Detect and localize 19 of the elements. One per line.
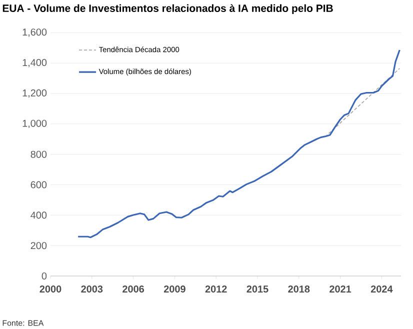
x-tick-label: 2021 bbox=[330, 286, 352, 293]
x-tick-label: 2018 bbox=[288, 286, 310, 293]
y-tick-label: 1,200 bbox=[22, 89, 47, 98]
x-tick-label: 2015 bbox=[246, 286, 268, 293]
x-tick-label: 2000 bbox=[40, 286, 62, 293]
y-tick-label: 600 bbox=[30, 181, 47, 188]
y-tick-label: 400 bbox=[30, 212, 47, 219]
x-tick-label: 2006 bbox=[122, 286, 144, 293]
y-tick-label: 0 bbox=[42, 272, 47, 280]
x-tick-label: 2009 bbox=[164, 286, 186, 293]
y-tick-label: 1,600 bbox=[22, 28, 47, 37]
x-tick-label: 2003 bbox=[81, 286, 103, 293]
y-tick-label: 1,400 bbox=[22, 59, 47, 68]
y-tick-label: 800 bbox=[30, 150, 47, 158]
y-tick-label: 1,000 bbox=[22, 120, 47, 128]
x-tick-label: 2012 bbox=[205, 286, 227, 293]
y-tick-label: 200 bbox=[30, 242, 47, 250]
chart-title: EUA - Volume de Investimentos relacionados à IA medido pelo PIB bbox=[2, 4, 333, 14]
x-tick-label: 2024 bbox=[370, 286, 393, 293]
